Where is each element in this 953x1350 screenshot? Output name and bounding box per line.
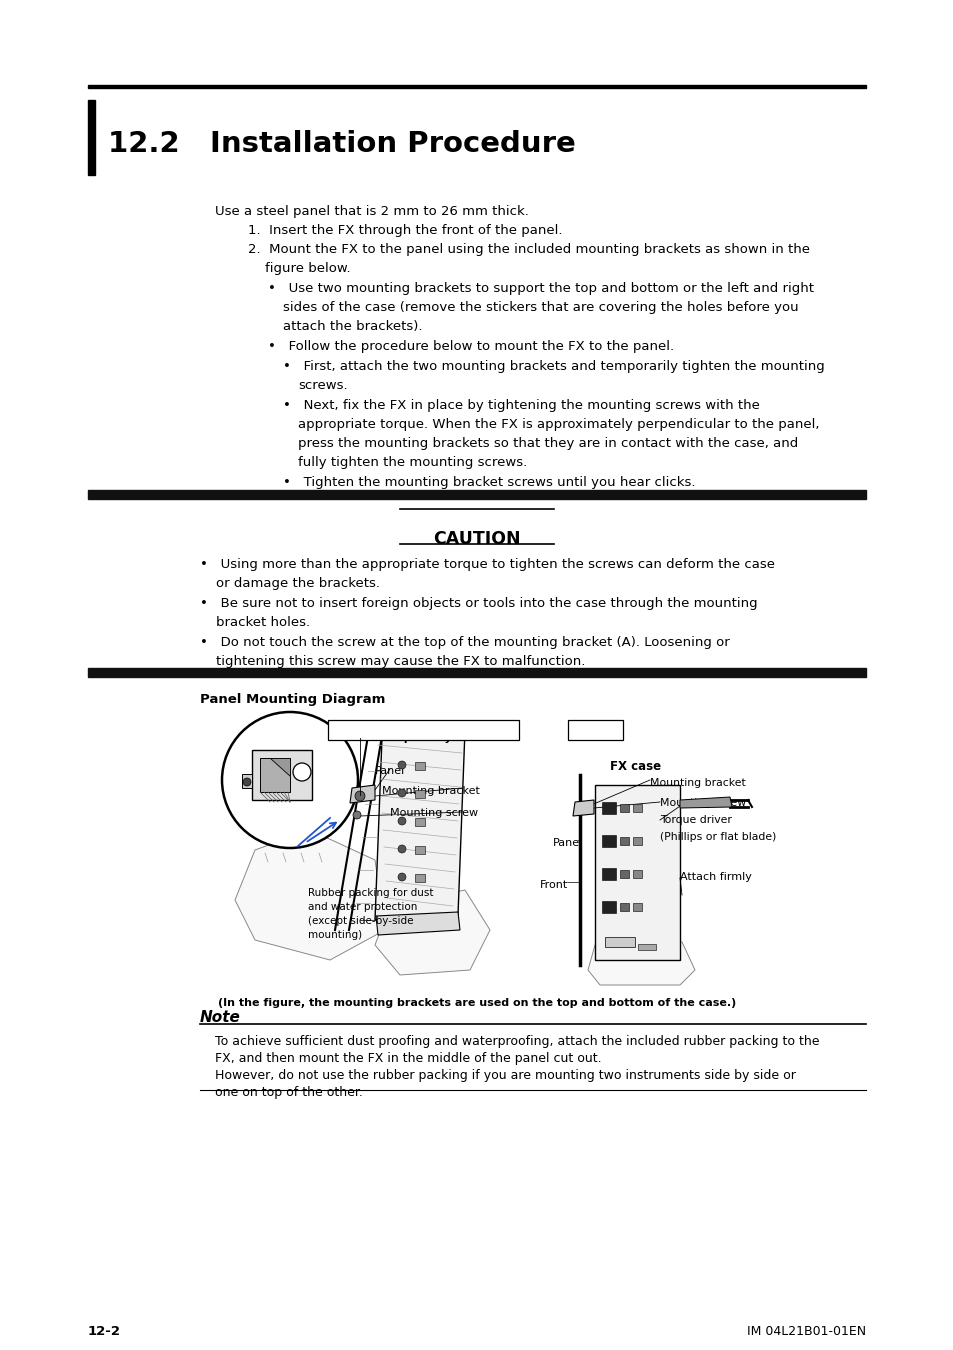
Text: Panel: Panel	[375, 765, 405, 776]
Circle shape	[293, 763, 311, 782]
Bar	[415, 818, 424, 826]
Text: 1.  Insert the FX through the front of the panel.: 1. Insert the FX through the front of th…	[248, 224, 562, 238]
Circle shape	[355, 791, 365, 801]
Text: •   Use two mounting brackets to support the top and bottom or the left and righ: • Use two mounting brackets to support t…	[268, 282, 813, 296]
Circle shape	[397, 845, 406, 853]
Polygon shape	[679, 796, 731, 809]
Bar	[242, 774, 252, 788]
Bar	[415, 790, 424, 798]
Text: 12.2   Installation Procedure: 12.2 Installation Procedure	[108, 130, 576, 158]
Text: (In the figure, the mounting brackets are used on the top and bottom of the case: (In the figure, the mounting brackets ar…	[217, 998, 736, 1008]
Polygon shape	[573, 801, 594, 815]
Text: •   Follow the procedure below to mount the FX to the panel.: • Follow the procedure below to mount th…	[268, 340, 674, 352]
Text: one on top of the other.: one on top of the other.	[214, 1085, 362, 1099]
Circle shape	[353, 811, 360, 819]
Polygon shape	[375, 730, 464, 919]
Text: and water protection: and water protection	[308, 902, 416, 913]
FancyBboxPatch shape	[328, 720, 519, 740]
Bar	[601, 900, 616, 913]
Text: FX case: FX case	[609, 760, 660, 774]
Text: (except side-by-side: (except side-by-side	[308, 917, 413, 926]
Bar	[252, 751, 312, 801]
Text: Front: Front	[539, 880, 568, 890]
Polygon shape	[234, 830, 385, 960]
Text: •   Tighten the mounting bracket screws until you hear clicks.: • Tighten the mounting bracket screws un…	[283, 477, 695, 489]
Text: To achieve sufficient dust proofing and waterproofing, attach the included rubbe: To achieve sufficient dust proofing and …	[214, 1035, 819, 1048]
Text: Screws temporarily fastened: Screws temporarily fastened	[333, 733, 509, 743]
Polygon shape	[587, 942, 695, 986]
Text: tightening this screw may cause the FX to malfunction.: tightening this screw may cause the FX t…	[215, 655, 585, 668]
Text: appropriate torque. When the FX is approximately perpendicular to the panel,: appropriate torque. When the FX is appro…	[297, 418, 819, 431]
Text: Panel: Panel	[553, 838, 582, 848]
Bar	[638, 944, 656, 950]
Bar	[619, 903, 628, 911]
Text: fully tighten the mounting screws.: fully tighten the mounting screws.	[297, 456, 527, 468]
Text: CAUTION: CAUTION	[433, 531, 520, 548]
Bar	[633, 869, 641, 878]
Text: Use a steel panel that is 2 mm to 26 mm thick.: Use a steel panel that is 2 mm to 26 mm …	[214, 205, 528, 217]
Bar	[619, 837, 628, 845]
Text: or damage the brackets.: or damage the brackets.	[215, 576, 379, 590]
Text: Mounting bracket: Mounting bracket	[649, 778, 745, 788]
Bar	[619, 869, 628, 878]
Text: IM 04L21B01-01EN: IM 04L21B01-01EN	[746, 1324, 865, 1338]
Text: •   Be sure not to insert foreign objects or tools into the case through the mou: • Be sure not to insert foreign objects …	[200, 597, 757, 610]
Text: 12-2: 12-2	[88, 1324, 121, 1338]
Circle shape	[243, 778, 251, 786]
Text: Torque driver: Torque driver	[659, 815, 731, 825]
Bar	[619, 805, 628, 811]
Text: Attach firmly: Attach firmly	[679, 872, 751, 882]
Text: 2.  Mount the FX to the panel using the included mounting brackets as shown in t: 2. Mount the FX to the panel using the i…	[248, 243, 809, 256]
Text: figure below.: figure below.	[265, 262, 351, 275]
Text: press the mounting brackets so that they are in contact with the case, and: press the mounting brackets so that they…	[297, 437, 798, 450]
Text: Note: Note	[200, 1010, 240, 1025]
Circle shape	[397, 788, 406, 796]
Text: •   Using more than the appropriate torque to tighten the screws can deform the : • Using more than the appropriate torque…	[200, 558, 774, 571]
Text: Fixed: Fixed	[574, 733, 606, 743]
Circle shape	[397, 817, 406, 825]
Circle shape	[397, 761, 406, 770]
Bar	[601, 836, 616, 846]
Text: Panel Mounting Diagram: Panel Mounting Diagram	[200, 693, 385, 706]
Text: Mounting screw: Mounting screw	[390, 809, 477, 818]
Text: attach the brackets).: attach the brackets).	[283, 320, 422, 333]
Text: •   Do not touch the screw at the top of the mounting bracket (A). Loosening or: • Do not touch the screw at the top of t…	[200, 636, 729, 649]
Bar	[88, 668, 865, 676]
Bar	[415, 846, 424, 855]
Bar	[601, 868, 616, 880]
Bar	[88, 490, 865, 500]
Text: FX, and then mount the FX in the middle of the panel cut out.: FX, and then mount the FX in the middle …	[214, 1052, 601, 1065]
Circle shape	[222, 711, 357, 848]
Bar	[601, 802, 616, 814]
FancyBboxPatch shape	[568, 720, 623, 740]
Text: Mounting bracket: Mounting bracket	[381, 786, 479, 796]
Text: •   Next, fix the FX in place by tightening the mounting screws with the: • Next, fix the FX in place by tightenin…	[283, 400, 760, 412]
Bar	[88, 85, 865, 88]
Bar	[415, 873, 424, 882]
Polygon shape	[375, 890, 490, 975]
Bar	[260, 757, 290, 792]
Text: (Phillips or flat blade): (Phillips or flat blade)	[659, 832, 776, 842]
Text: bracket holes.: bracket holes.	[215, 616, 310, 629]
Circle shape	[397, 873, 406, 882]
Text: sides of the case (remove the stickers that are covering the holes before you: sides of the case (remove the stickers t…	[283, 301, 798, 315]
Text: However, do not use the rubber packing if you are mounting two instruments side : However, do not use the rubber packing i…	[214, 1069, 795, 1081]
Text: Rubber packing for dust: Rubber packing for dust	[308, 888, 433, 898]
Text: screws.: screws.	[297, 379, 347, 391]
Polygon shape	[350, 784, 375, 803]
Text: Mounting screw: Mounting screw	[659, 798, 745, 809]
Bar	[88, 100, 95, 176]
Polygon shape	[375, 913, 459, 936]
Bar	[633, 805, 641, 811]
Text: •   First, attach the two mounting brackets and temporarily tighten the mounting: • First, attach the two mounting bracket…	[283, 360, 824, 373]
Polygon shape	[270, 757, 290, 776]
Bar	[633, 903, 641, 911]
Bar	[415, 761, 424, 770]
Bar	[604, 937, 635, 946]
Bar	[633, 837, 641, 845]
Text: A: A	[298, 765, 306, 776]
Text: mounting): mounting)	[308, 930, 362, 940]
Bar	[595, 784, 679, 960]
